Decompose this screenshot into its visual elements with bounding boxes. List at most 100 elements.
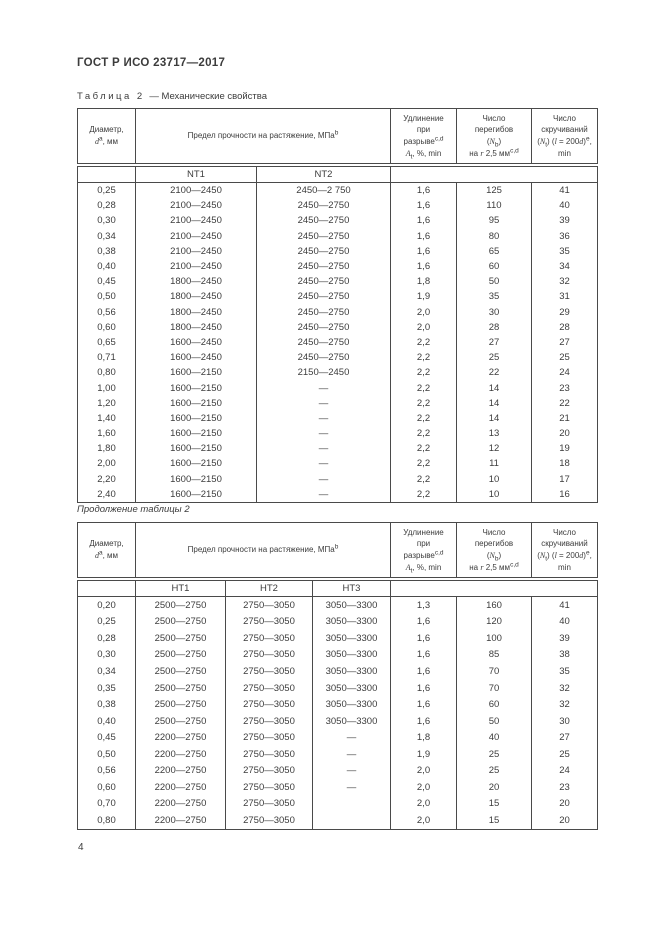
table-cell: 2450—2750 [256, 334, 391, 351]
table-cell: — [256, 410, 391, 426]
table-cell: 2750—3050 [225, 762, 313, 780]
table-cell: 1,6 [390, 613, 457, 631]
table-cell: 95 [456, 213, 532, 229]
table-cell: 2150—2450 [256, 365, 391, 381]
diameter-column-header: Диаметр, da, мм [77, 522, 136, 581]
table-cell: 2200—2750 [135, 762, 226, 780]
table-cell: 11 [456, 456, 532, 472]
grade-nt1-header: NT1 [135, 165, 257, 183]
table-row: 0,38 2500—2750 2750—3050 3050—3300 1,6 60 32 [77, 696, 598, 713]
table-cell: 0,70 [77, 795, 136, 813]
table-cell: 21 [531, 410, 598, 426]
table-cell: 2100—2450 [135, 213, 257, 229]
grade-ht2-header: НТ2 [225, 579, 313, 597]
table-cell: 2200—2750 [135, 779, 226, 796]
table-cell: 2450—2750 [256, 213, 391, 229]
table-cell: 0,80 [77, 365, 136, 381]
table-row: 0,60 2200—2750 2750—3050—2,0 20 23 [77, 779, 598, 796]
empty-subheader-cell [77, 165, 136, 183]
table-cell: 0,30 [77, 646, 136, 664]
table-cell: 25 [456, 350, 532, 366]
table-row: 0,50 2200—2750 2750—3050—1,9 25 25 [77, 745, 598, 763]
table-cell: 2750—3050 [225, 712, 313, 730]
table-cell: 0,50 [77, 289, 136, 305]
table-cell: 1,6 [390, 679, 457, 697]
table-cell: 14 [456, 395, 532, 411]
table-cell: 2,2 [390, 410, 457, 426]
table-cell: 0,40 [77, 258, 136, 275]
table-cell: 2750—3050 [225, 596, 313, 614]
grade-nt2-header: NT2 [256, 165, 391, 183]
table-cell: 2750—3050 [225, 663, 313, 680]
table-cell: 0,80 [77, 812, 136, 830]
table-cell: 2,0 [390, 304, 457, 320]
table-caption: Таблица 2 — Механические свойства [77, 91, 267, 102]
table-cell: 2,2 [390, 334, 457, 351]
table-cell: 2,2 [390, 395, 457, 411]
table-cell: 2500—2750 [135, 596, 226, 614]
table-cell: 2200—2750 [135, 745, 226, 763]
table-cell: 2,2 [390, 471, 457, 487]
table-cell: 110 [456, 198, 532, 214]
table-cell: 0,34 [77, 228, 136, 244]
table-row: 0,70 2200—2750 2750—3050 2,0 15 20 [77, 795, 598, 813]
table-cell: 2450—2750 [256, 350, 391, 366]
table-cell: 2,00 [77, 456, 136, 472]
table-cell: 3050—3300 [312, 630, 391, 647]
table-body: 0,20 2500—2750 2750—3050 3050—3300 1,3 160 41 0… [77, 596, 598, 830]
table-row: 0,20 2500—2750 2750—3050 3050—3300 1,3 160 41 [77, 596, 598, 614]
table-cell: 1,20 [77, 395, 136, 411]
table-cell: 1,6 [390, 182, 457, 199]
table-cell: 15 [456, 812, 532, 830]
table-cell: 40 [531, 198, 598, 214]
table-cell: 0,28 [77, 630, 136, 647]
table-cell: 20 [531, 795, 598, 813]
table-cell: 0,34 [77, 663, 136, 680]
table-cell: 2750—3050 [225, 812, 313, 830]
table-cell: — [256, 456, 391, 472]
table-row: 0,71 1600—2450 2450—2750 2,2 25 25 [77, 350, 598, 366]
table-cell: 0,30 [77, 213, 136, 229]
table-cell: 1,8 [390, 729, 457, 746]
table-cell: 2450—2750 [256, 198, 391, 214]
table-cell: 2500—2750 [135, 613, 226, 631]
table-cell: 0,45 [77, 274, 136, 290]
table-cell: 25 [531, 350, 598, 366]
mechanical-properties-table-1: Диаметр, da, мм Предел прочности на растя… [77, 108, 598, 503]
document-standard-number: ГОСТ Р ИСО 23717—2017 [77, 57, 226, 69]
table-cell: 25 [531, 745, 598, 763]
twists-column-header: Число скручиваний (Nt) (l = 200d)e, min [531, 522, 598, 581]
diameter-column-header: Диаметр, da, мм [77, 108, 136, 167]
table-cell: 25 [456, 745, 532, 763]
table-cell: 0,25 [77, 182, 136, 199]
table-cell: 80 [456, 228, 532, 244]
table-cell: 2,0 [390, 812, 457, 830]
table-cell: 1600—2150 [135, 456, 257, 472]
table-cell: 0,56 [77, 762, 136, 780]
table-row: 0,28 2100—2450 2450—2750 1,6 110 40 [77, 198, 598, 214]
table-cell: 27 [531, 334, 598, 351]
table-row: 1,20 1600—2150—2,2 14 22 [77, 395, 598, 411]
table-cell [312, 812, 391, 830]
table-cell: 28 [456, 319, 532, 335]
table-cell: 1,9 [390, 745, 457, 763]
table-row: 2,40 1600—2150—2,2 10 16 [77, 486, 598, 503]
empty-subheader-cell [390, 579, 598, 597]
table-cell: 2500—2750 [135, 630, 226, 647]
table-cell: 2100—2450 [135, 243, 257, 259]
table-cell: 1600—2150 [135, 486, 257, 503]
table-cell: 12 [456, 441, 532, 457]
table-cell: 2450—2750 [256, 258, 391, 275]
table-cell: 2450—2750 [256, 289, 391, 305]
table-cell: 2500—2750 [135, 646, 226, 664]
empty-subheader-cell [390, 165, 598, 183]
grade-ht3-header: НТ3 [312, 579, 391, 597]
table-cell: 2,0 [390, 319, 457, 335]
table-cell: 32 [531, 696, 598, 713]
table-cell: 3050—3300 [312, 663, 391, 680]
table-cell: 27 [456, 334, 532, 351]
table-cell: 0,35 [77, 679, 136, 697]
table-cell: 2,2 [390, 441, 457, 457]
table-cell: 2500—2750 [135, 696, 226, 713]
